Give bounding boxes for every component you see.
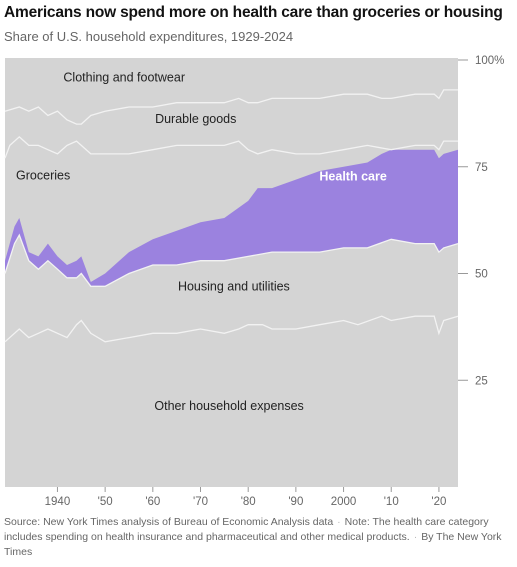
x-tick-label: '70 [193, 496, 208, 508]
x-tick-label: '50 [98, 496, 113, 508]
x-tick-label: '20 [431, 496, 446, 508]
other-household-expenses-boundary-line [4, 315, 459, 343]
x-tick-label: 2000 [331, 496, 357, 508]
groceries-boundary-line [4, 136, 458, 159]
x-tick-label: '60 [145, 496, 160, 508]
x-axis: 1940 '50 '60 '70 '80 '90 2000 '10 '20 [45, 487, 446, 508]
groceries-label: Groceries [16, 169, 70, 183]
stacked-area-chart: 25 50 75 100% 1940 '50 '60 '70 '80 '90 2000 '10 '20… [4, 55, 504, 508]
separator-dot: · [337, 516, 341, 528]
y-tick-label: 75 [475, 162, 488, 174]
chart-title: Americans now spend more on health care … [4, 4, 503, 21]
source-text: Source: New York Times analysis of Burea… [4, 516, 334, 528]
x-tick-label: 1940 [45, 496, 71, 508]
region-labels: Clothing and footwear Durable goods Grocer… [16, 70, 387, 413]
clothing-and-footwear-label: Clothing and footwear [63, 70, 185, 84]
x-tick-label: '80 [241, 496, 256, 508]
other-household-expenses-label: Other household expenses [154, 399, 303, 413]
housing-and-utilities-boundary-line [4, 233, 459, 287]
durable-goods-boundary-line [4, 89, 458, 125]
separator-dot: · [413, 531, 418, 543]
y-axis: 25 50 75 100% [458, 55, 504, 387]
y-tick-label: 100% [475, 55, 504, 67]
housing-and-utilities-label: Housing and utilities [178, 280, 290, 294]
chart-areas [5, 149, 458, 287]
chart-subtitle: Share of U.S. household expenditures, 19… [4, 29, 294, 44]
x-tick-label: '90 [288, 496, 303, 508]
y-tick-label: 25 [475, 375, 488, 387]
health-care-area [5, 149, 458, 287]
y-tick-label: 50 [475, 269, 488, 281]
note-text: Note: The health care category includes … [4, 516, 489, 543]
boundary-lines [4, 89, 459, 343]
source-note: Source: New York Times analysis of Burea… [4, 515, 510, 560]
durable-goods-label: Durable goods [155, 112, 236, 126]
x-tick-label: '10 [384, 496, 399, 508]
credit-text: By The New York Times [4, 531, 502, 558]
health-care-label: Health care [319, 169, 386, 183]
